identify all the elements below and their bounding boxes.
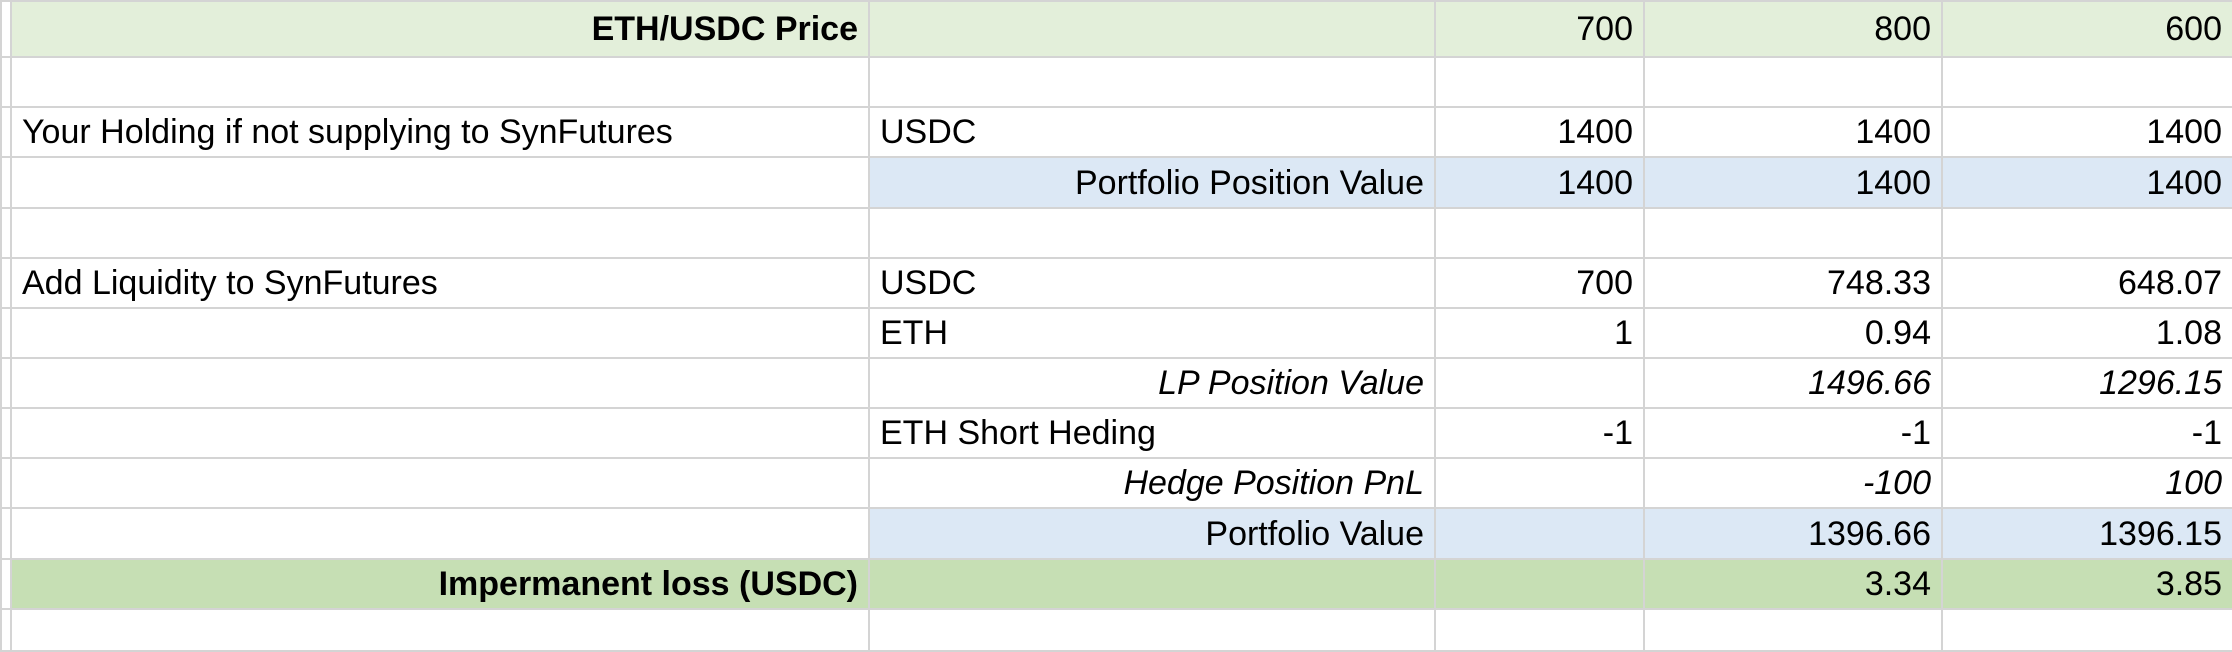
cell[interactable] — [10, 457, 870, 510]
liquidity-usdc-value[interactable]: 648.07 — [1941, 256, 2232, 309]
cell[interactable] — [1941, 206, 2232, 259]
liquidity-eth-value[interactable]: 1 — [1434, 306, 1645, 360]
cell[interactable] — [1941, 607, 2232, 652]
row-holding-usdc: Your Holding if not supplying to SynFutu… — [0, 106, 2232, 159]
row-empty — [0, 56, 2232, 109]
price-value-cell[interactable]: 700 — [1434, 0, 1645, 59]
hedge-pnl-label[interactable]: Hedge Position PnL — [868, 457, 1436, 510]
holding-usdc-value[interactable]: 1400 — [1434, 106, 1645, 159]
row-empty — [0, 206, 2232, 259]
cell[interactable] — [10, 607, 870, 652]
cell[interactable] — [0, 457, 12, 510]
cell[interactable] — [0, 507, 12, 560]
cell[interactable] — [10, 306, 870, 360]
cell[interactable] — [0, 407, 12, 460]
cell[interactable] — [0, 357, 12, 410]
row-short-hedge: ETH Short Heding -1 -1 -1 — [0, 407, 2232, 460]
lp-position-value[interactable]: 1296.15 — [1941, 357, 2232, 410]
cell[interactable] — [868, 557, 1436, 610]
row-empty — [0, 607, 2232, 652]
row-impermanent-loss: Impermanent loss (USDC) 3.34 3.85 — [0, 557, 2232, 610]
portfolio-position-label[interactable]: Portfolio Position Value — [868, 156, 1436, 209]
impermanent-loss-label[interactable]: Impermanent loss (USDC) — [10, 557, 870, 610]
cell[interactable] — [0, 306, 12, 360]
holding-usdc-label[interactable]: USDC — [868, 106, 1436, 159]
cell[interactable] — [0, 557, 12, 610]
portfolio-value-value[interactable]: 1396.15 — [1941, 507, 2232, 560]
liquidity-eth-label[interactable]: ETH — [868, 306, 1436, 360]
liquidity-eth-value[interactable]: 0.94 — [1643, 306, 1943, 360]
hedge-pnl-value[interactable]: 100 — [1941, 457, 2232, 510]
hedge-pnl-value[interactable]: -100 — [1643, 457, 1943, 510]
cell[interactable] — [1643, 206, 1943, 259]
lp-position-value[interactable]: 1496.66 — [1643, 357, 1943, 410]
cell[interactable] — [10, 357, 870, 410]
cell[interactable] — [10, 507, 870, 560]
portfolio-value-value[interactable] — [1434, 507, 1645, 560]
short-hedge-value[interactable]: -1 — [1643, 407, 1943, 460]
liquidity-section-label[interactable]: Add Liquidity to SynFutures — [10, 256, 870, 309]
row-hedge-pnl: Hedge Position PnL -100 100 — [0, 457, 2232, 510]
row-portfolio-value: Portfolio Value 1396.66 1396.15 — [0, 507, 2232, 560]
cell[interactable] — [10, 156, 870, 209]
portfolio-value-label[interactable]: Portfolio Value — [868, 507, 1436, 560]
row-liquidity-eth: ETH 1 0.94 1.08 — [0, 306, 2232, 360]
portfolio-value-value[interactable]: 1396.66 — [1643, 507, 1943, 560]
portfolio-position-value[interactable]: 1400 — [1643, 156, 1943, 209]
short-hedge-value[interactable]: -1 — [1434, 407, 1645, 460]
portfolio-position-value[interactable]: 1400 — [1434, 156, 1645, 209]
cell[interactable] — [1941, 56, 2232, 109]
price-value-cell[interactable]: 800 — [1643, 0, 1943, 59]
lp-position-value[interactable] — [1434, 357, 1645, 410]
cell[interactable] — [0, 256, 12, 309]
cell[interactable] — [0, 56, 12, 109]
cell[interactable] — [1434, 607, 1645, 652]
cell[interactable] — [1643, 56, 1943, 109]
holding-section-label[interactable]: Your Holding if not supplying to SynFutu… — [10, 106, 870, 159]
holding-usdc-value[interactable]: 1400 — [1643, 106, 1943, 159]
liquidity-usdc-value[interactable]: 700 — [1434, 256, 1645, 309]
cell[interactable] — [0, 607, 12, 652]
impermanent-loss-value[interactable]: 3.85 — [1941, 557, 2232, 610]
liquidity-usdc-label[interactable]: USDC — [868, 256, 1436, 309]
cell[interactable] — [868, 0, 1436, 59]
cell[interactable] — [868, 206, 1436, 259]
price-label-cell[interactable]: ETH/USDC Price — [10, 0, 870, 59]
price-value-cell[interactable]: 600 — [1941, 0, 2232, 59]
cell[interactable] — [0, 156, 12, 209]
liquidity-eth-value[interactable]: 1.08 — [1941, 306, 2232, 360]
short-hedge-value[interactable]: -1 — [1941, 407, 2232, 460]
cell[interactable] — [1434, 206, 1645, 259]
cell[interactable] — [868, 56, 1436, 109]
cell[interactable] — [0, 106, 12, 159]
portfolio-position-value[interactable]: 1400 — [1941, 156, 2232, 209]
holding-usdc-value[interactable]: 1400 — [1941, 106, 2232, 159]
cell[interactable] — [0, 206, 12, 259]
short-hedge-label[interactable]: ETH Short Heding — [868, 407, 1436, 460]
row-holding-portfolio: Portfolio Position Value 1400 1400 1400 — [0, 156, 2232, 209]
row-liquidity-usdc: Add Liquidity to SynFutures USDC 700 748… — [0, 256, 2232, 309]
row-lp-value: LP Position Value 1496.66 1296.15 — [0, 357, 2232, 410]
cell[interactable] — [10, 206, 870, 259]
cell[interactable] — [0, 0, 12, 59]
cell[interactable] — [1643, 607, 1943, 652]
cell[interactable] — [10, 407, 870, 460]
liquidity-usdc-value[interactable]: 748.33 — [1643, 256, 1943, 309]
lp-position-label[interactable]: LP Position Value — [868, 357, 1436, 410]
row-price: ETH/USDC Price 700 800 600 — [0, 0, 2232, 59]
cell[interactable] — [10, 56, 870, 109]
hedge-pnl-value[interactable] — [1434, 457, 1645, 510]
impermanent-loss-value[interactable]: 3.34 — [1643, 557, 1943, 610]
impermanent-loss-value[interactable] — [1434, 557, 1645, 610]
cell[interactable] — [868, 607, 1436, 652]
cell[interactable] — [1434, 56, 1645, 109]
